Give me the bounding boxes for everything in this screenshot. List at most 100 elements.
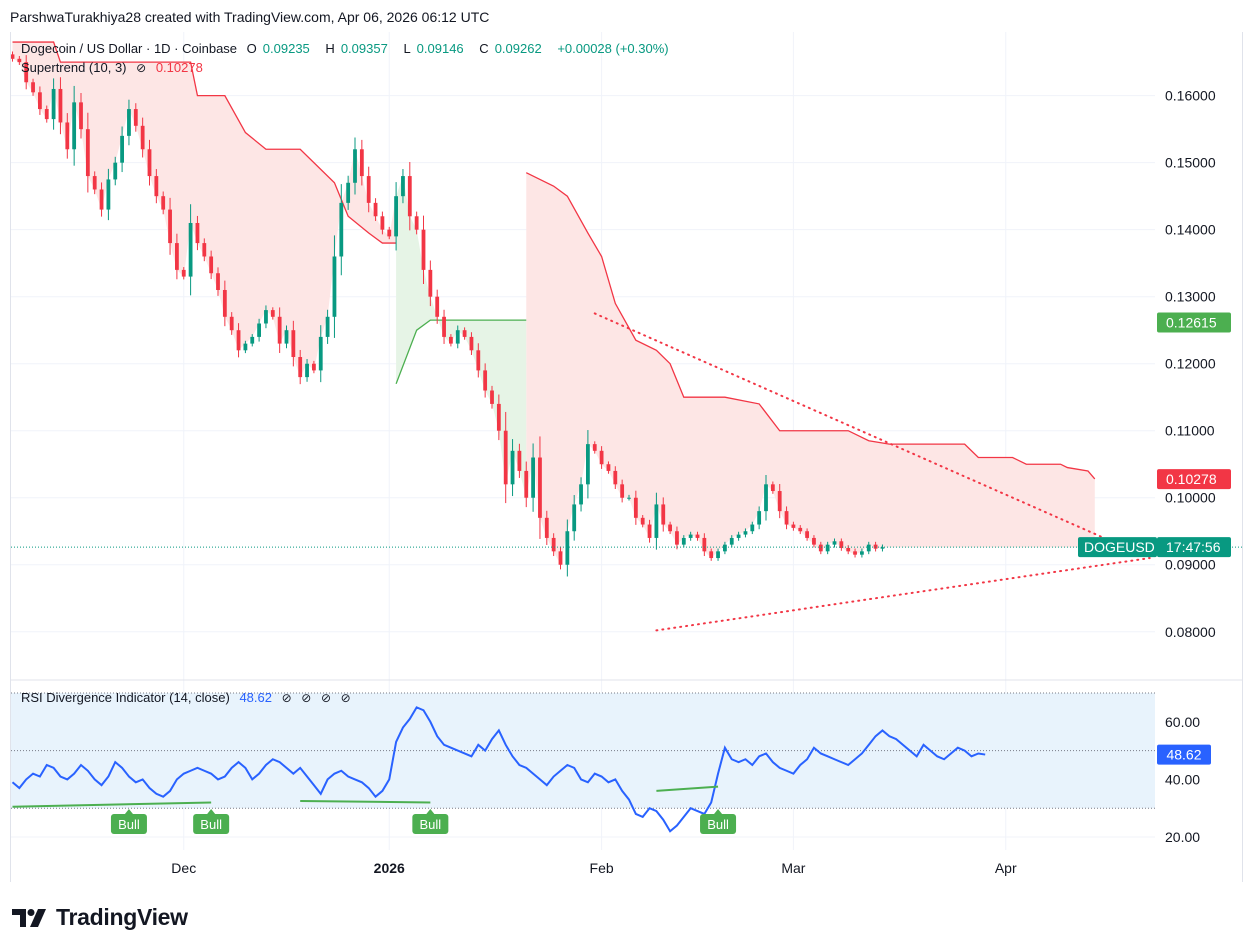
candle[interactable] bbox=[558, 551, 563, 565]
candle[interactable] bbox=[414, 216, 419, 230]
candle[interactable] bbox=[401, 176, 405, 197]
candle[interactable] bbox=[339, 202, 344, 257]
candle[interactable] bbox=[277, 316, 282, 344]
candle[interactable] bbox=[805, 531, 809, 538]
candle[interactable] bbox=[222, 289, 227, 317]
candle[interactable] bbox=[675, 531, 679, 545]
supertrend-name[interactable]: Supertrend (10, 3) bbox=[21, 60, 127, 75]
candle[interactable] bbox=[654, 504, 659, 538]
candle[interactable] bbox=[668, 524, 672, 532]
candle[interactable] bbox=[120, 135, 124, 163]
candle[interactable] bbox=[839, 541, 844, 548]
candle[interactable] bbox=[85, 129, 90, 177]
candle[interactable] bbox=[106, 179, 111, 210]
hidden-eye-icon[interactable]: ⊘ bbox=[136, 61, 147, 75]
candle[interactable] bbox=[873, 544, 878, 549]
candle[interactable] bbox=[866, 544, 871, 552]
candle[interactable] bbox=[798, 527, 803, 532]
candle[interactable] bbox=[716, 551, 720, 559]
candle[interactable] bbox=[325, 316, 330, 337]
candle[interactable] bbox=[305, 363, 309, 378]
candle[interactable] bbox=[161, 196, 166, 210]
candle[interactable] bbox=[620, 484, 625, 498]
candle[interactable] bbox=[592, 444, 597, 451]
candle[interactable] bbox=[140, 125, 145, 150]
candle[interactable] bbox=[58, 88, 63, 123]
candle[interactable] bbox=[72, 102, 77, 150]
candle[interactable] bbox=[202, 243, 207, 257]
candle[interactable] bbox=[832, 541, 837, 545]
candle[interactable] bbox=[284, 330, 289, 344]
candle[interactable] bbox=[168, 209, 172, 244]
price-chart[interactable]: 0.16000 0.15000 0.14000 0.13000 0.12000 0.110… bbox=[11, 32, 1242, 882]
candle[interactable] bbox=[647, 524, 652, 538]
candle[interactable] bbox=[195, 222, 200, 244]
candle[interactable] bbox=[757, 511, 762, 525]
candle[interactable] bbox=[770, 484, 775, 492]
candle[interactable] bbox=[736, 534, 741, 538]
candle[interactable] bbox=[243, 343, 248, 351]
candle[interactable] bbox=[661, 504, 666, 525]
candle[interactable] bbox=[483, 370, 488, 391]
candle[interactable] bbox=[435, 296, 440, 317]
candle[interactable] bbox=[257, 323, 261, 337]
candle[interactable] bbox=[544, 517, 549, 538]
candle[interactable] bbox=[688, 534, 693, 538]
rsi-legend[interactable]: RSI Divergence Indicator (14, close) 48.… bbox=[21, 690, 357, 705]
candle[interactable] bbox=[750, 524, 755, 532]
candle[interactable] bbox=[702, 537, 707, 552]
candle[interactable] bbox=[531, 457, 535, 498]
candle[interactable] bbox=[298, 357, 303, 378]
candle[interactable] bbox=[127, 109, 131, 136]
candle[interactable] bbox=[572, 504, 577, 532]
candle[interactable] bbox=[394, 196, 398, 237]
candle[interactable] bbox=[791, 524, 796, 528]
candle[interactable] bbox=[880, 547, 885, 549]
candle[interactable] bbox=[449, 336, 453, 344]
candle[interactable] bbox=[17, 58, 22, 63]
candle[interactable] bbox=[133, 109, 138, 126]
candle[interactable] bbox=[462, 330, 467, 337]
candle[interactable] bbox=[565, 531, 570, 565]
candle[interactable] bbox=[346, 182, 351, 203]
candle[interactable] bbox=[613, 470, 618, 485]
candle[interactable] bbox=[709, 551, 714, 559]
candle[interactable] bbox=[551, 537, 556, 552]
chart-pane[interactable]: 0.16000 0.15000 0.14000 0.13000 0.12000 0.110… bbox=[10, 32, 1243, 882]
candle[interactable] bbox=[503, 430, 508, 485]
candle[interactable] bbox=[784, 511, 789, 525]
candle[interactable] bbox=[264, 310, 268, 324]
candle[interactable] bbox=[366, 176, 371, 203]
candle[interactable] bbox=[373, 202, 378, 217]
hidden-eye-icon[interactable]: ⊘ bbox=[281, 691, 292, 705]
candle[interactable] bbox=[524, 470, 529, 498]
candle[interactable] bbox=[606, 464, 611, 471]
candle[interactable] bbox=[695, 534, 700, 538]
candle[interactable] bbox=[216, 273, 220, 290]
candle[interactable] bbox=[229, 316, 234, 331]
candle[interactable] bbox=[79, 102, 83, 130]
candle[interactable] bbox=[812, 537, 816, 545]
candle[interactable] bbox=[175, 243, 179, 270]
candle[interactable] bbox=[586, 444, 590, 485]
candle[interactable] bbox=[359, 149, 364, 177]
candle[interactable] bbox=[44, 109, 49, 120]
candle[interactable] bbox=[270, 310, 275, 317]
candle[interactable] bbox=[51, 88, 56, 120]
candle[interactable] bbox=[640, 517, 645, 525]
candle[interactable] bbox=[209, 256, 214, 274]
hidden-eye-icon[interactable]: ⊘ bbox=[301, 691, 312, 705]
candle[interactable] bbox=[353, 149, 357, 183]
candle[interactable] bbox=[421, 229, 426, 270]
candle[interactable] bbox=[818, 544, 823, 552]
candle[interactable] bbox=[24, 62, 29, 83]
candle[interactable] bbox=[490, 390, 494, 404]
candle[interactable] bbox=[154, 176, 159, 197]
candle[interactable] bbox=[250, 336, 255, 344]
symbol-tag-badge[interactable] bbox=[1078, 537, 1157, 558]
candle[interactable] bbox=[729, 537, 734, 545]
main-legend[interactable]: Dogecoin / US Dollar · 1D · Coinbase O 0.… bbox=[21, 41, 675, 56]
candle[interactable] bbox=[846, 547, 851, 552]
candle[interactable] bbox=[496, 403, 501, 431]
candle[interactable] bbox=[853, 551, 857, 555]
